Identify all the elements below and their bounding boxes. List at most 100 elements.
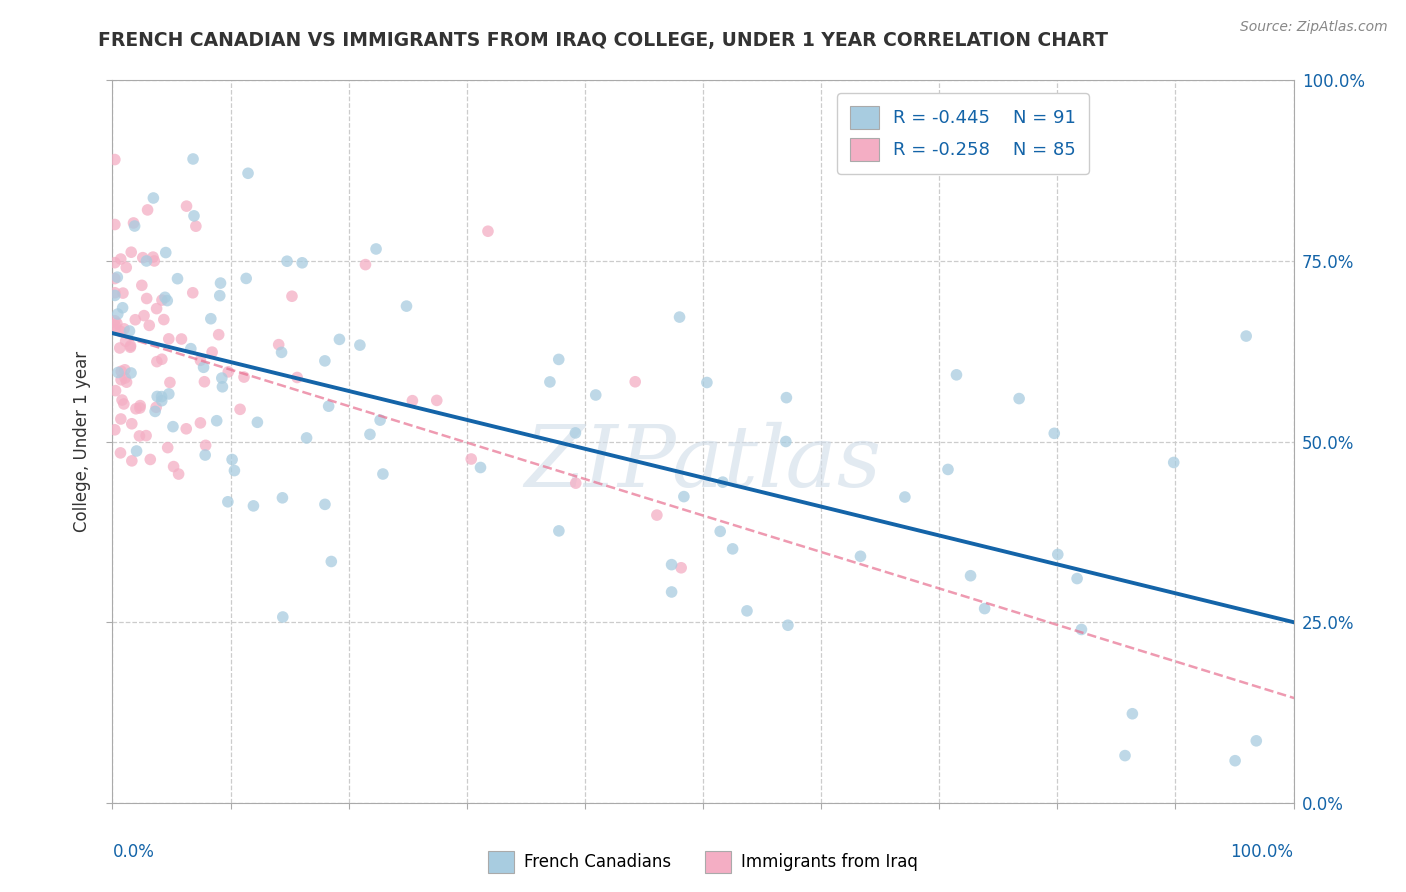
Point bbox=[156, 293, 179, 308]
Point bbox=[775, 434, 797, 449]
Legend: R = -0.445    N = 91, R = -0.258    N = 85: R = -0.445 N = 91, R = -0.258 N = 85 bbox=[837, 93, 1088, 174]
Point bbox=[354, 258, 377, 272]
Point bbox=[314, 497, 336, 511]
Point bbox=[669, 561, 692, 575]
Point bbox=[709, 524, 731, 539]
Point bbox=[124, 219, 146, 233]
Point bbox=[585, 388, 607, 402]
Point bbox=[121, 454, 143, 468]
Point bbox=[668, 310, 690, 324]
Point bbox=[115, 375, 138, 389]
Point bbox=[291, 256, 314, 270]
Point bbox=[110, 252, 132, 266]
Point bbox=[285, 370, 308, 384]
Point bbox=[208, 288, 231, 302]
Point bbox=[211, 371, 233, 385]
Point bbox=[138, 318, 160, 333]
Point bbox=[107, 307, 129, 321]
Point bbox=[156, 441, 179, 455]
Point bbox=[401, 393, 423, 408]
Point bbox=[104, 314, 127, 328]
Point bbox=[104, 255, 127, 269]
Point bbox=[547, 524, 569, 538]
Point bbox=[209, 276, 232, 290]
Point bbox=[110, 325, 132, 339]
Point bbox=[108, 341, 131, 355]
Point bbox=[270, 345, 292, 359]
Point bbox=[153, 290, 176, 304]
Point bbox=[176, 199, 198, 213]
Point bbox=[276, 254, 298, 268]
Point bbox=[143, 404, 166, 418]
Point bbox=[959, 568, 981, 582]
Point bbox=[564, 476, 586, 491]
Text: FRENCH CANADIAN VS IMMIGRANTS FROM IRAQ COLLEGE, UNDER 1 YEAR CORRELATION CHART: FRENCH CANADIAN VS IMMIGRANTS FROM IRAQ … bbox=[98, 31, 1108, 50]
Point bbox=[170, 332, 193, 346]
Legend: French Canadians, Immigrants from Iraq: French Canadians, Immigrants from Iraq bbox=[481, 845, 925, 880]
Point bbox=[1121, 706, 1143, 721]
Point bbox=[110, 412, 132, 426]
Text: 0.0%: 0.0% bbox=[112, 843, 155, 861]
Point bbox=[1070, 623, 1092, 637]
Point bbox=[776, 618, 799, 632]
Point bbox=[124, 312, 146, 326]
Point bbox=[193, 375, 215, 389]
Point bbox=[184, 219, 207, 234]
Point bbox=[128, 429, 150, 443]
Point bbox=[104, 323, 127, 337]
Point bbox=[162, 459, 184, 474]
Point bbox=[470, 460, 492, 475]
Point bbox=[150, 293, 173, 307]
Point bbox=[104, 288, 127, 302]
Point bbox=[894, 490, 917, 504]
Point bbox=[181, 152, 204, 166]
Point bbox=[112, 397, 135, 411]
Point bbox=[120, 366, 142, 380]
Point bbox=[1246, 734, 1268, 748]
Point bbox=[205, 414, 228, 428]
Point bbox=[114, 371, 136, 385]
Point bbox=[201, 345, 224, 359]
Point bbox=[395, 299, 418, 313]
Point bbox=[281, 289, 304, 303]
Point bbox=[121, 417, 143, 431]
Point bbox=[111, 392, 134, 407]
Point bbox=[1066, 572, 1088, 586]
Point bbox=[111, 286, 134, 301]
Point bbox=[120, 339, 142, 353]
Point bbox=[183, 209, 205, 223]
Point bbox=[104, 423, 127, 437]
Point bbox=[1163, 455, 1185, 469]
Point bbox=[125, 444, 148, 458]
Point bbox=[547, 352, 569, 367]
Point bbox=[118, 324, 141, 338]
Point bbox=[426, 393, 449, 408]
Point bbox=[159, 376, 181, 390]
Point bbox=[538, 375, 561, 389]
Point bbox=[1046, 548, 1069, 562]
Point bbox=[142, 250, 165, 264]
Point bbox=[321, 554, 343, 568]
Point bbox=[194, 448, 217, 462]
Point bbox=[208, 327, 231, 342]
Point bbox=[645, 508, 668, 522]
Point bbox=[115, 260, 138, 275]
Point bbox=[131, 278, 153, 293]
Point bbox=[242, 499, 264, 513]
Point bbox=[328, 332, 350, 346]
Point bbox=[564, 425, 586, 440]
Point bbox=[114, 363, 136, 377]
Point bbox=[711, 475, 734, 490]
Point bbox=[1234, 329, 1257, 343]
Point bbox=[180, 342, 202, 356]
Point bbox=[735, 604, 758, 618]
Point bbox=[267, 337, 290, 351]
Y-axis label: College, Under 1 year: College, Under 1 year bbox=[73, 351, 91, 533]
Point bbox=[661, 585, 683, 599]
Point bbox=[1043, 426, 1066, 441]
Point bbox=[221, 452, 243, 467]
Point bbox=[146, 354, 169, 368]
Point bbox=[143, 254, 166, 268]
Point bbox=[190, 416, 212, 430]
Point bbox=[110, 373, 132, 387]
